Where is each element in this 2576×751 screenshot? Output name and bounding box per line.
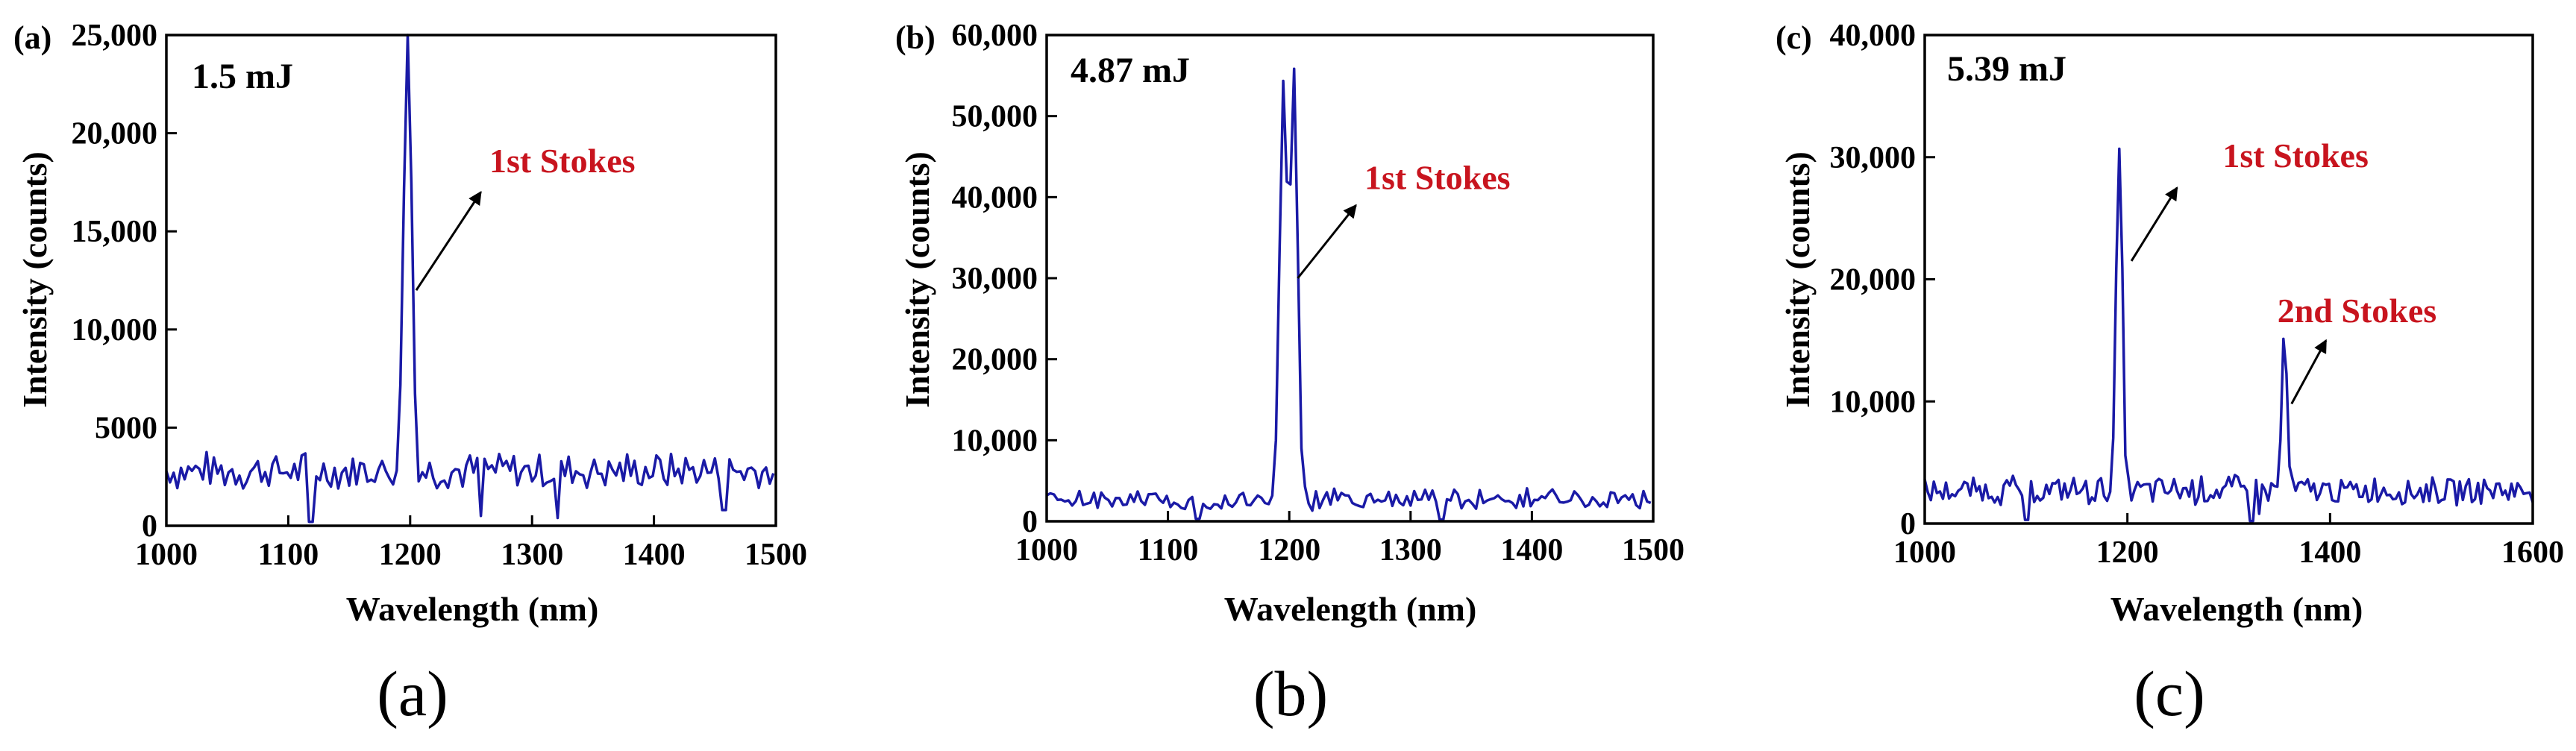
y-tick-label: 0 [1900, 507, 1916, 541]
y-tick-label: 30,000 [1830, 141, 1917, 175]
x-tick-label: 1500 [745, 538, 807, 572]
y-tick-label: 20,000 [952, 343, 1038, 377]
plot-frame [1923, 34, 2534, 525]
annotation-arrow [2290, 339, 2328, 405]
y-axis-label: Intensity (counts) [1779, 151, 1817, 408]
axis-ticks: 1000 1100 1200 1300 1400 1500 0 10,000 20,000 30,… [952, 19, 1685, 568]
y-axis-label: Intensity (counts) [898, 151, 936, 408]
x-axis-label: Wavelength (nm) [1224, 590, 1477, 628]
annotation-1st-stokes: 1st Stokes [415, 142, 636, 291]
annotation-label: 1st Stokes [1364, 158, 1511, 196]
annotation-1st-stokes: 1st Stokes [1297, 158, 1511, 279]
axis-ticks: 1000 1100 1200 1300 1400 1500 0 5000 10,000 15,00… [72, 19, 808, 572]
x-tick-label: 1200 [1258, 533, 1320, 568]
y-tick-label: 5000 [95, 411, 157, 445]
annotation-arrow [2130, 186, 2178, 262]
y-tick-label: 15,000 [72, 215, 158, 249]
y-tick-label: 40,000 [952, 180, 1038, 215]
x-tick-label: 1000 [1893, 535, 1956, 570]
y-tick-label: 10,000 [72, 313, 158, 348]
caption-b: (b) [1253, 658, 1329, 729]
x-tick-label: 1200 [379, 538, 442, 572]
panel-label: (b) [895, 19, 936, 56]
x-tick-label: 1400 [2298, 535, 2361, 570]
x-tick-label: 1000 [135, 538, 198, 572]
plot-frame [1045, 34, 1655, 523]
x-tick-label: 1300 [501, 538, 563, 572]
y-tick-label: 40,000 [1830, 19, 1917, 53]
x-tick-label: 1100 [1138, 533, 1199, 568]
x-tick-label: 1400 [1500, 533, 1563, 568]
chart-panel-c: (c) Intensity (counts) Wavelength (nm) 5… [1776, 19, 2564, 628]
energy-label: 1.5 mJ [192, 57, 293, 96]
chart-panel-a: (a) Intensity (counts) Wavelength (nm) 1… [13, 19, 807, 628]
annotation-label: 1st Stokes [2222, 136, 2369, 175]
y-tick-label: 10,000 [1830, 385, 1917, 419]
y-tick-label: 50,000 [952, 100, 1038, 134]
panel-label: (a) [13, 19, 51, 56]
chart-panel-b: (b) Intensity (counts) Wavelength (nm) 4… [895, 19, 1685, 628]
axis-ticks: 1000 1200 1400 1600 0 10,000 20,000 30,000 40,00… [1830, 19, 2565, 570]
x-tick-label: 1600 [2501, 535, 2564, 570]
y-tick-label: 0 [1022, 505, 1038, 539]
spectrum-line [1046, 67, 1652, 521]
annotation-arrow [415, 191, 482, 291]
y-tick-label: 20,000 [72, 117, 158, 151]
energy-label: 4.87 mJ [1071, 51, 1190, 90]
y-tick-label: 60,000 [952, 19, 1038, 53]
x-tick-label: 1100 [258, 538, 319, 572]
y-tick-label: 30,000 [952, 262, 1038, 296]
plot-frame [165, 34, 777, 527]
y-tick-label: 25,000 [72, 19, 158, 53]
annotation-1st-stokes: 1st Stokes [2130, 136, 2369, 262]
y-tick-label: 20,000 [1830, 263, 1917, 298]
annotation-label: 2nd Stokes [2278, 292, 2436, 330]
spectrum-line [1923, 147, 2534, 523]
y-axis-label: Intensity (counts) [16, 151, 54, 408]
annotation-2nd-stokes: 2nd Stokes [2278, 292, 2436, 405]
energy-label: 5.39 mJ [1947, 49, 2066, 89]
x-tick-label: 1500 [1622, 533, 1685, 568]
x-tick-label: 1200 [2096, 535, 2159, 570]
y-tick-label: 10,000 [952, 424, 1038, 458]
panel-label: (c) [1776, 19, 1812, 56]
spectrum-line [165, 34, 775, 524]
y-tick-label: 0 [142, 509, 157, 544]
annotation-arrow [1297, 204, 1357, 279]
x-tick-label: 1300 [1379, 533, 1442, 568]
x-tick-label: 1000 [1015, 533, 1078, 568]
x-tick-label: 1400 [623, 538, 686, 572]
caption-c: (c) [2134, 658, 2205, 729]
x-axis-label: Wavelength (nm) [346, 590, 599, 628]
annotation-label: 1st Stokes [489, 142, 636, 180]
caption-a: (a) [377, 658, 448, 729]
x-axis-label: Wavelength (nm) [2110, 590, 2363, 628]
